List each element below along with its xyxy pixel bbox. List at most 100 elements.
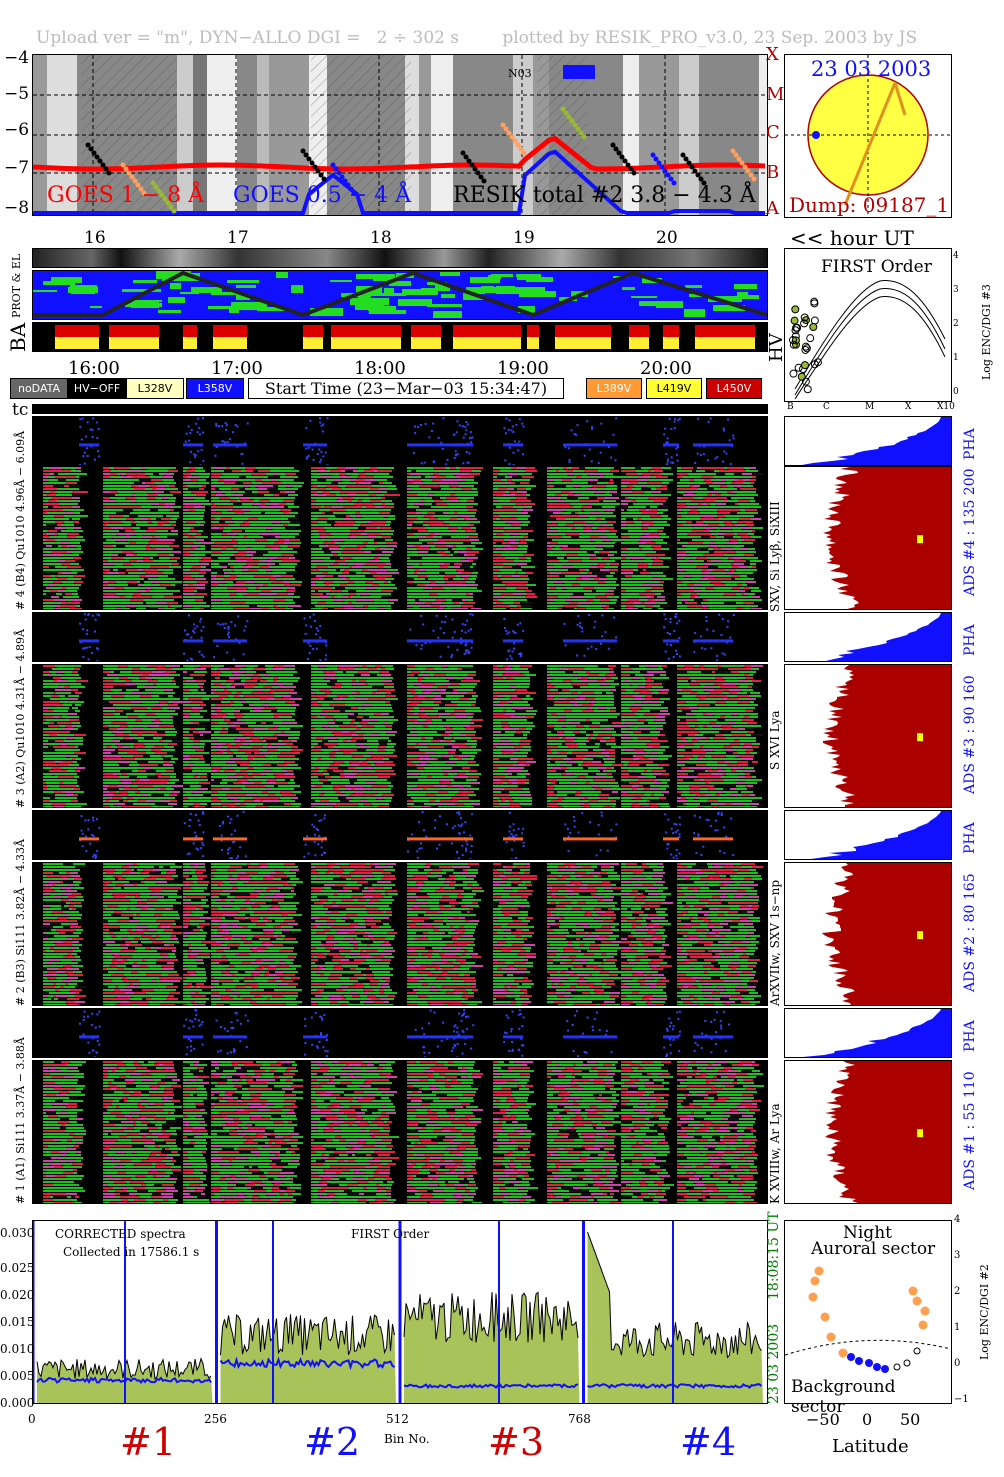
spectro-cell [509, 557, 519, 559]
spectro-cell [170, 509, 174, 511]
spectro-cell [311, 554, 321, 556]
spectro-cell [373, 533, 381, 535]
spectro-cell [736, 602, 743, 604]
spectro-cell [362, 500, 370, 502]
spectro-cell [277, 473, 281, 475]
spectro-cell [60, 701, 72, 703]
spectro-cell [752, 473, 763, 475]
spectro-cell [436, 599, 446, 601]
spectro-cell [621, 479, 626, 481]
spectro-cell [570, 596, 579, 598]
spectro-cell [432, 602, 439, 604]
spectro-cell [72, 593, 78, 595]
spectro-cell [411, 527, 421, 529]
spectro-cell [316, 584, 326, 586]
pha-count [455, 431, 458, 434]
spectro-cell [497, 587, 506, 589]
spectro-cell [46, 548, 54, 550]
spectro-cell [233, 548, 237, 550]
spectro-cell [246, 548, 251, 550]
spectro-cell [434, 533, 440, 535]
spectro-cell [135, 497, 147, 499]
pha-count [694, 461, 697, 464]
spectro-cell [507, 590, 516, 592]
spectro-cell [547, 542, 550, 544]
spectro-cell [161, 593, 166, 595]
spectro-cell [493, 542, 496, 544]
spectro-cell [314, 494, 326, 496]
spectro-cell [43, 674, 47, 676]
particle-flux-mark [211, 292, 238, 295]
spectro-cell [683, 500, 691, 502]
particle-flux-mark [229, 309, 239, 313]
spectro-cell [103, 488, 109, 490]
pha-count [311, 448, 314, 451]
spectro-cell [574, 494, 582, 496]
spectro-cell [61, 545, 67, 547]
spectro-cell [133, 470, 142, 472]
spectro-cell [374, 518, 385, 520]
pha-count [325, 654, 328, 657]
spectro-cell [334, 479, 342, 481]
spectro-cell [143, 596, 152, 598]
spectro-cell [587, 509, 592, 511]
spectro-cell [69, 707, 72, 709]
spectro-cell [143, 503, 151, 505]
spectro-cell [598, 581, 605, 583]
spectro-cell [592, 566, 597, 568]
spectro-cell [634, 494, 641, 496]
spectro-cell [559, 473, 568, 475]
spectro-cell [265, 527, 271, 529]
spectro-cell [732, 587, 740, 589]
spectro-cell [364, 551, 371, 553]
fo-ytick: 4 [953, 251, 959, 261]
spectro-cell [159, 551, 171, 553]
spectro-cell [242, 530, 245, 532]
spectro-cell [103, 668, 112, 670]
spectro-cell [657, 521, 667, 523]
spectro-cell [344, 524, 348, 526]
spectro-cell [369, 494, 376, 496]
spectro-cell [386, 563, 391, 565]
spectro-cell [599, 503, 610, 505]
spectro-cell [54, 515, 64, 517]
spectro-cell [683, 470, 692, 472]
spectro-cell [751, 605, 758, 607]
spectro-cell [193, 584, 202, 586]
spectro-cell [444, 596, 454, 598]
spectro-cell [187, 581, 197, 583]
spectro-cell [327, 470, 330, 472]
spectro-cell [621, 590, 626, 592]
spectro-cell [579, 533, 591, 535]
pha-count [666, 463, 669, 465]
spectro-cell [447, 512, 454, 514]
spectro-cell [581, 488, 585, 490]
spectro-cell [556, 587, 562, 589]
spectro-cell [211, 560, 221, 562]
spectro-cell [677, 488, 685, 490]
spectro-cell [426, 482, 438, 484]
spectro-cell [331, 476, 339, 478]
spectro-cell [338, 512, 346, 514]
spectro-cell [321, 506, 324, 508]
spectro-cell [407, 473, 410, 475]
spectro-cell [145, 470, 150, 472]
spectro-cell [246, 476, 252, 478]
spectro-cell [413, 482, 423, 484]
spectro-cell [151, 602, 156, 604]
spectro-cell [697, 467, 701, 469]
spectro-cell [608, 527, 614, 529]
spectro-cell [706, 491, 710, 493]
pha-count [442, 631, 445, 634]
spectro-cell [598, 470, 610, 472]
spectro-cell [522, 596, 525, 598]
spectro-cell [311, 542, 323, 544]
spectro-cell [579, 596, 583, 598]
pha-count [450, 656, 453, 659]
spectro-cell [599, 536, 608, 538]
spectro-cell [502, 506, 513, 508]
spectro-cell [271, 590, 281, 592]
particle-flux-mark [427, 304, 462, 307]
spectro-cell [43, 770, 49, 772]
pha-count [198, 433, 201, 436]
